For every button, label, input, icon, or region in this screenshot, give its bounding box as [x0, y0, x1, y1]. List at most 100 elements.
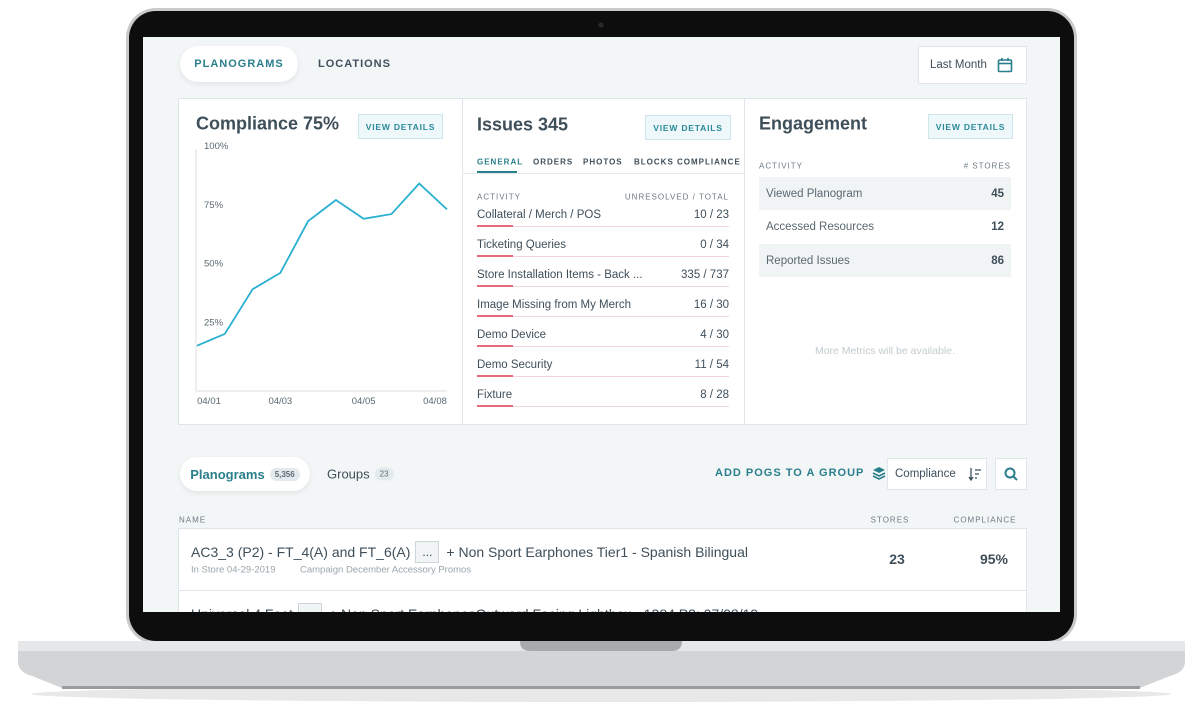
more-button[interactable]: ...: [415, 541, 440, 563]
y-tick-label: 25%: [204, 317, 224, 328]
row-campaign: Campaign December Accessory Promos: [300, 564, 472, 576]
more-button[interactable]: ...: [297, 603, 322, 612]
compliance: 95%: [979, 551, 1009, 567]
row-date: In Store 04-29-2019: [191, 564, 276, 576]
row-title: Universal 4 Foot... + Non Sport Earphones…: [191, 603, 758, 612]
activity: Store Installation Items - Back ...: [477, 269, 643, 281]
column-header: NAME: [179, 515, 207, 525]
card-title: Engagement: [759, 113, 868, 134]
issue-row[interactable]: Collateral / Merch / POS 10 / 23: [477, 209, 729, 221]
y-tick-label: 50%: [204, 259, 224, 270]
issue-tab[interactable]: BLOCKS COMPLIANCE: [634, 157, 741, 167]
view-details[interactable]: VIEW DETAILS: [645, 115, 731, 140]
x-tick-label: 04/08: [423, 396, 447, 407]
activity: Image Missing from My Merch: [477, 299, 632, 311]
screen: PLANOGRAMS LOCATIONS Last Month Complian…: [143, 37, 1060, 612]
engagement-row[interactable]: Reported Issues 86: [759, 244, 1011, 277]
x-tick-label: 04/05: [352, 396, 376, 407]
issue-row[interactable]: Demo Security 11 / 54: [477, 359, 729, 371]
tab[interactable]: LOCATIONS: [318, 58, 391, 70]
count: 12: [991, 220, 1004, 233]
issue-tab[interactable]: GENERAL: [477, 157, 524, 167]
search-icon: [1004, 467, 1018, 481]
base: [18, 641, 1185, 688]
activity: Reported Issues: [766, 254, 850, 267]
tab-label: Planograms: [190, 466, 265, 482]
name-start: Universal 4 Foot: [191, 606, 293, 612]
compliance-card: Compliance 75% VIEW DETAILS 25% 50% 75% 100…: [179, 99, 463, 424]
row-line-accent: [477, 255, 513, 257]
name-start: AC3_3 (P2) - FT_4(A) and FT_6(A): [191, 544, 411, 560]
row-line-accent: [477, 315, 513, 317]
activity: Demo Security: [477, 359, 553, 371]
count: 8 / 28: [700, 389, 729, 401]
count-badge: 23: [374, 467, 394, 481]
stack-icon: [873, 467, 886, 480]
data-line: [196, 182, 448, 347]
column-header: COMPLIANCE: [953, 515, 1017, 525]
row-title: AC3_3 (P2) - FT_4(A) and FT_6(A)... + Non…: [191, 541, 748, 563]
row-line-accent: [477, 225, 513, 227]
engagement-row[interactable]: Viewed Planogram 45: [759, 177, 1011, 210]
issue-row[interactable]: Store Installation Items - Back ... 335 /…: [477, 269, 729, 281]
list-tab[interactable]: Groups 23: [327, 467, 394, 482]
row-line: [477, 346, 729, 347]
planogram-row[interactable]: AC3_3 (P2) - FT_4(A) and FT_6(A)... + Non…: [178, 528, 1027, 592]
date-filter[interactable]: Last Month: [918, 46, 1027, 84]
button-label: ADD POGS TO A GROUP: [715, 467, 865, 479]
calendar-icon: [997, 58, 1013, 73]
sort-select[interactable]: Compliance: [887, 458, 987, 490]
note: More Metrics will be available.: [814, 345, 956, 357]
issue-tab[interactable]: PHOTOS: [583, 157, 623, 167]
count: 16 / 30: [693, 299, 729, 311]
row-line-accent: [477, 405, 513, 407]
view-details[interactable]: VIEW DETAILS: [928, 114, 1013, 139]
search-button[interactable]: [995, 458, 1027, 490]
list-tab-active[interactable]: Planograms 5,356: [180, 457, 310, 491]
issue-row[interactable]: Fixture 8 / 28: [477, 389, 729, 401]
column-header: ACTIVITY: [477, 192, 522, 202]
planogram-row[interactable]: Universal 4 Foot... + Non Sport Earphones…: [178, 590, 1027, 612]
activity: Viewed Planogram: [766, 187, 863, 200]
y-tick-label: 75%: [204, 200, 224, 211]
activity: Collateral / Merch / POS: [477, 209, 601, 221]
column-header: UNRESOLVED / TOTAL: [624, 192, 729, 202]
issue-row[interactable]: Ticketing Queries 0 / 34: [477, 239, 729, 251]
row-line: [477, 256, 729, 257]
issue-row[interactable]: Demo Device 4 / 30: [477, 329, 729, 341]
view-details[interactable]: VIEW DETAILS: [358, 114, 443, 139]
tab-active[interactable]: PLANOGRAMS: [180, 46, 298, 82]
issues-card: Issues 345 VIEW DETAILS ACTIVITY UNRESOL…: [462, 99, 745, 424]
sort-icon: [968, 468, 981, 481]
row-line-accent: [477, 345, 513, 347]
base-bottom: [62, 686, 1140, 689]
line-chart: 25% 50% 75% 100% 04/01 04/03 04/05 04/08: [195, 141, 448, 407]
count: 10 / 23: [693, 209, 729, 221]
engagement-row[interactable]: Accessed Resources 12: [759, 210, 1011, 243]
row-line: [477, 406, 729, 407]
activity: Ticketing Queries: [477, 239, 567, 251]
count: 0 / 34: [700, 239, 729, 251]
activity: Demo Device: [477, 329, 547, 341]
engagement-card: Engagement VIEW DETAILS ACTIVITY # STORE…: [744, 99, 1026, 424]
activity: Fixture: [477, 389, 513, 401]
y-tick-label: 100%: [204, 141, 229, 152]
issue-row[interactable]: Image Missing from My Merch 16 / 30: [477, 299, 729, 311]
row-line: [477, 376, 729, 377]
row-line: [477, 286, 729, 287]
name-end: + Non Sport Earphones Tier1 - Spanish Bi…: [446, 544, 748, 560]
stores: 23: [889, 551, 905, 567]
count-badge: 5,356: [269, 467, 300, 481]
count: 45: [991, 187, 1004, 200]
count: 11 / 54: [694, 359, 729, 371]
name-end: + Non Sport EarphonesOutward Facing Ligh…: [329, 606, 758, 612]
x-tick-label: 04/01: [197, 396, 221, 407]
add-group-button[interactable]: ADD POGS TO A GROUP: [715, 466, 886, 480]
x-tick-label: 04/03: [268, 396, 292, 407]
divider: [462, 173, 744, 174]
issue-tab[interactable]: ORDERS: [533, 157, 574, 167]
row-line: [477, 226, 729, 227]
tab-underline: [477, 171, 517, 173]
metrics-cards: Compliance 75% VIEW DETAILS 25% 50% 75% 100…: [178, 98, 1027, 425]
